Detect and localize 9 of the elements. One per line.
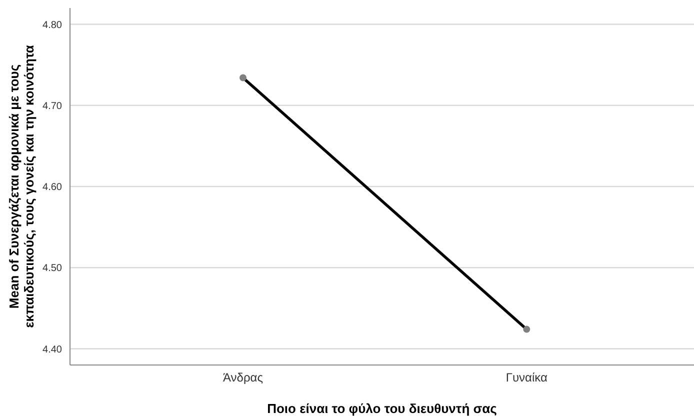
y-tick-label: 4.70 <box>42 100 62 112</box>
y-tick-label: 4.50 <box>42 263 62 274</box>
y-tick-label: 4.60 <box>42 182 62 194</box>
x-tick-label: Γυναίκα <box>506 370 548 385</box>
y-tick-label: 4.40 <box>42 344 62 356</box>
x-tick-label: Άνδρας <box>223 370 264 385</box>
y-tick-label: 4.80 <box>42 20 62 31</box>
y-axis-title: Mean of Συνεργάζεται αρμονικά με τους εκπαιδευτικούς, τους γονείς και την κοινότητα <box>6 45 36 328</box>
x-axis-title: Ποιο είναι το φύλο του διευθυντή σας <box>267 401 498 416</box>
